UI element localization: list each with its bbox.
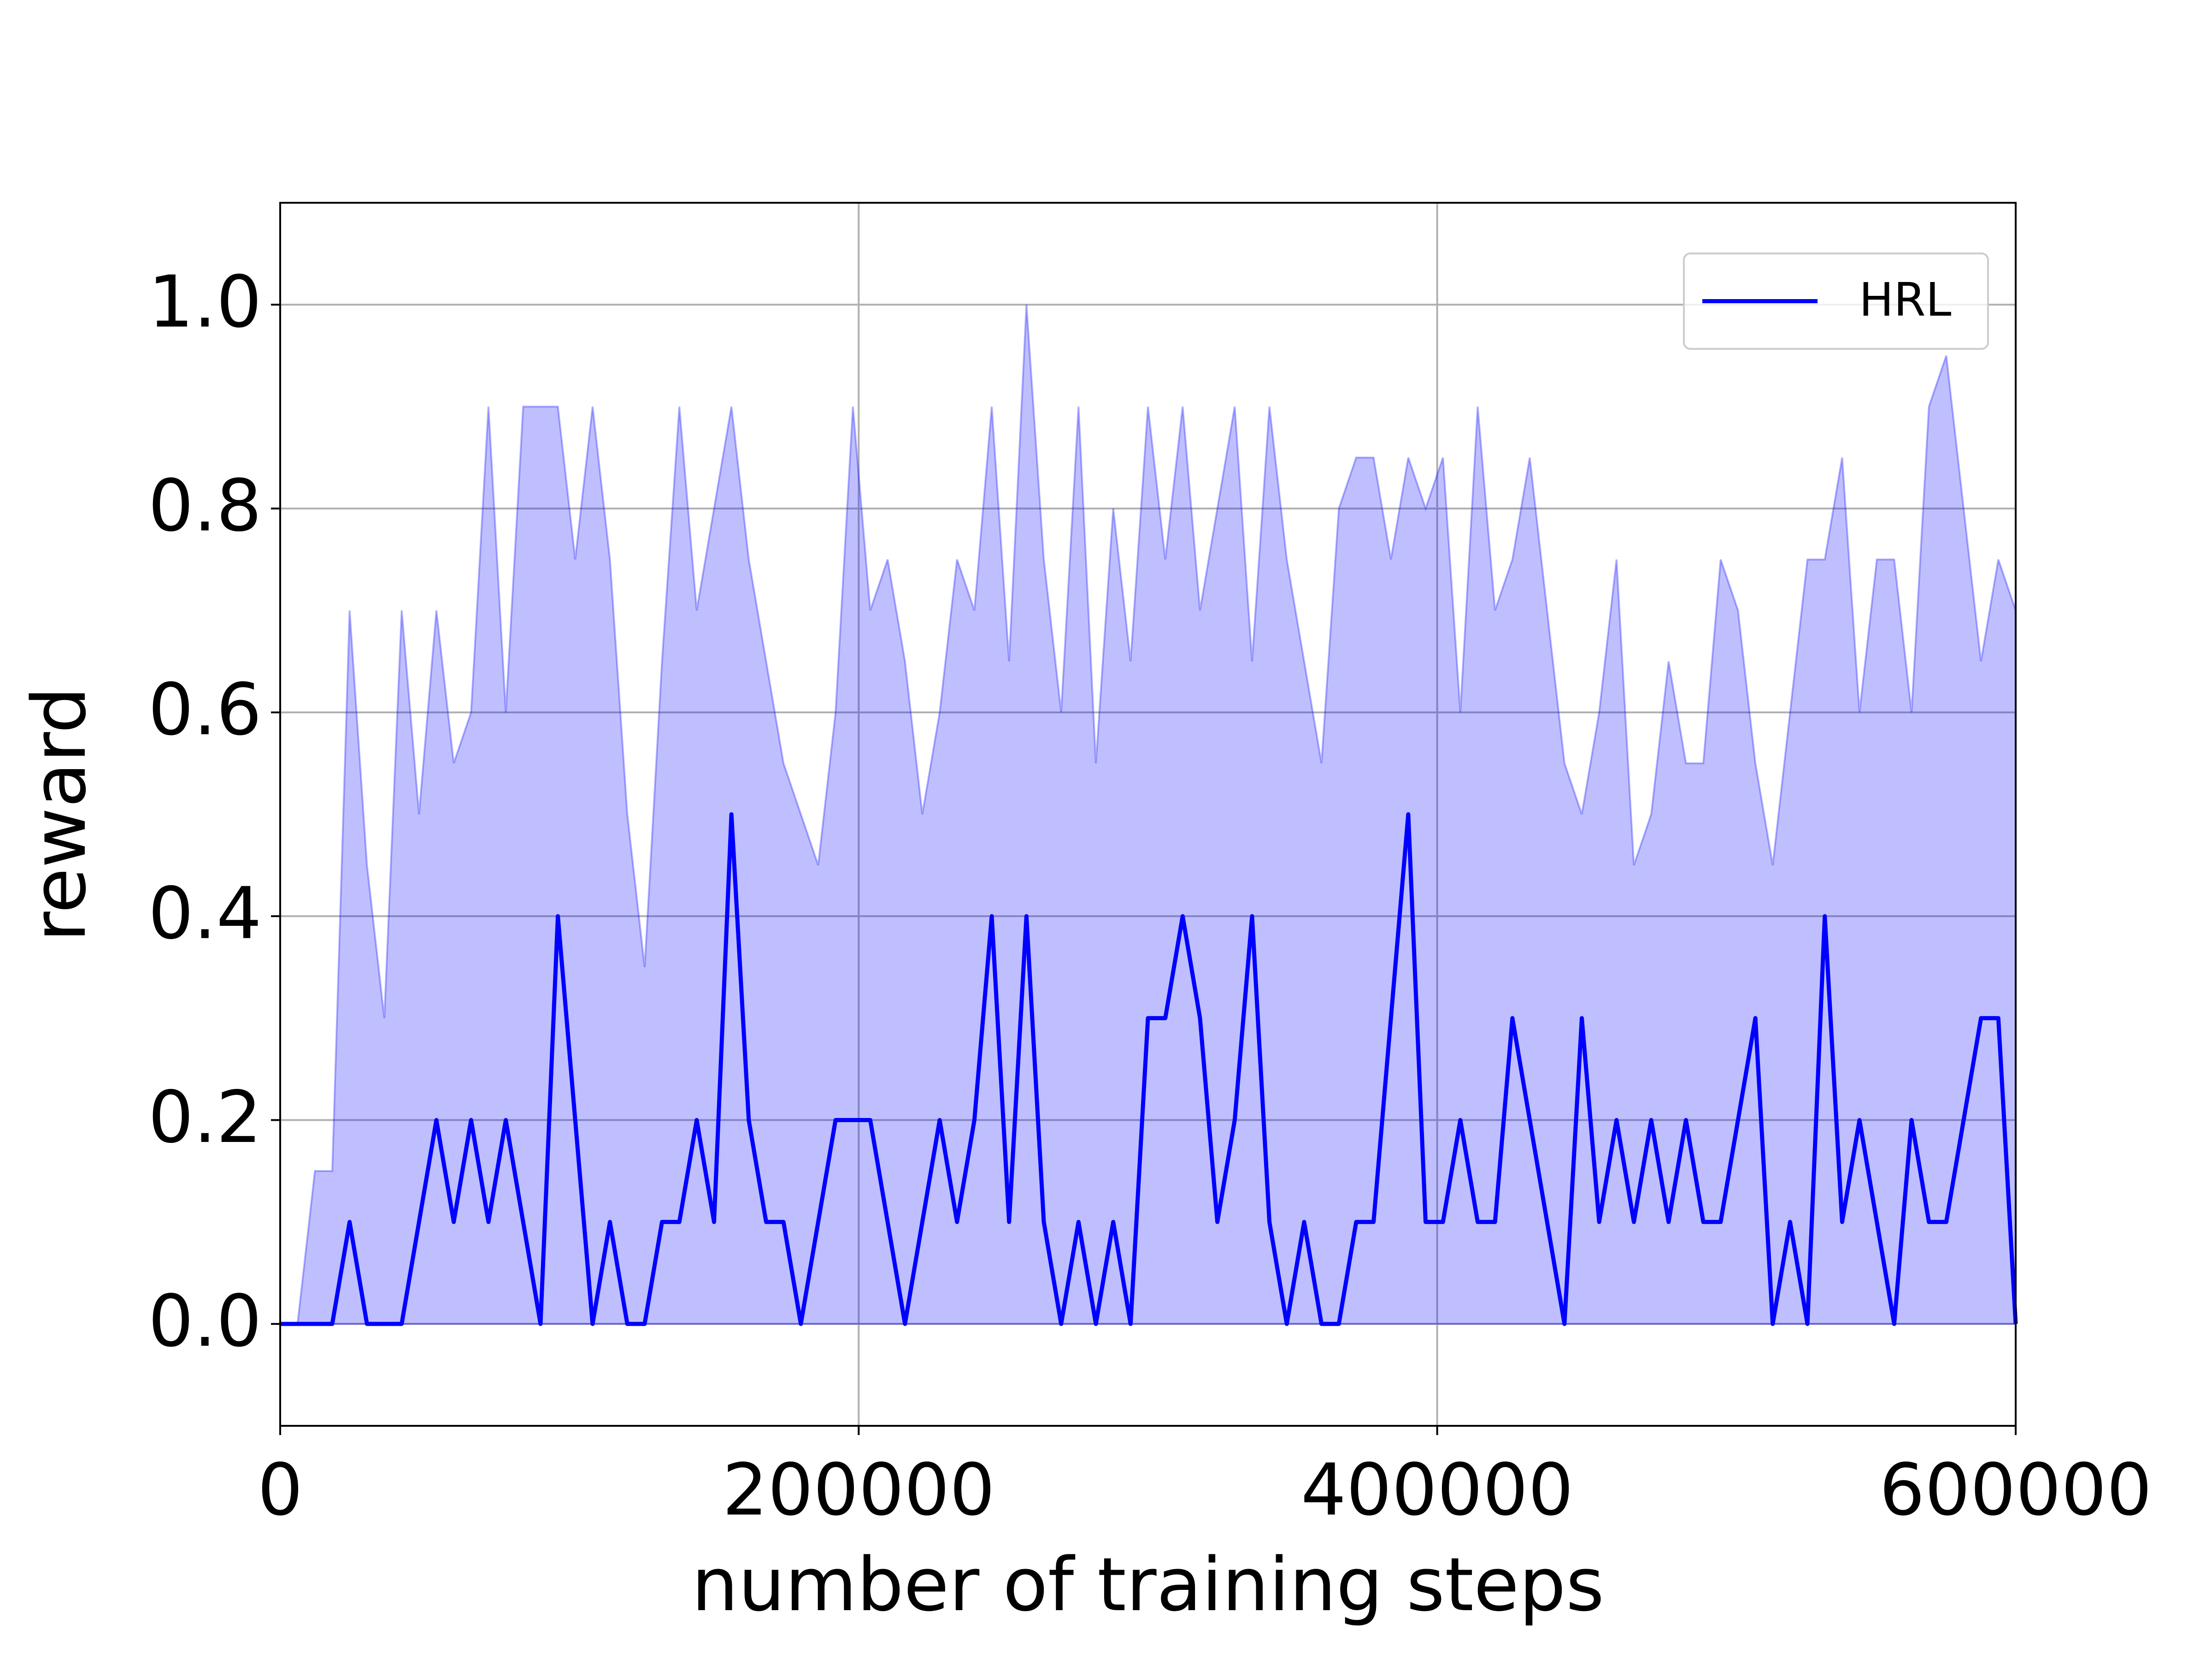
legend-label: HRL xyxy=(1859,273,1952,327)
legend-box xyxy=(1683,253,1989,350)
y-tick-label: 0.8 xyxy=(148,464,262,547)
y-axis-label: reward xyxy=(16,687,102,942)
x-tick-label: 400000 xyxy=(1301,1448,1574,1531)
x-tick-label: 200000 xyxy=(722,1448,995,1531)
y-tick-label: 0.2 xyxy=(148,1076,262,1159)
y-tick-label: 0.0 xyxy=(148,1279,262,1363)
plot-frame xyxy=(279,202,2017,1427)
y-tick-label: 0.6 xyxy=(148,668,262,751)
y-tick-label: 1.0 xyxy=(148,260,262,344)
line xyxy=(280,812,2018,1326)
x-axis-label: number of training steps xyxy=(692,1541,1605,1628)
x-tick-label: 0 xyxy=(258,1448,303,1531)
y-tick-label: 0.4 xyxy=(148,872,262,955)
x-tick-label: 600000 xyxy=(1879,1448,2152,1531)
band xyxy=(280,305,2017,1325)
